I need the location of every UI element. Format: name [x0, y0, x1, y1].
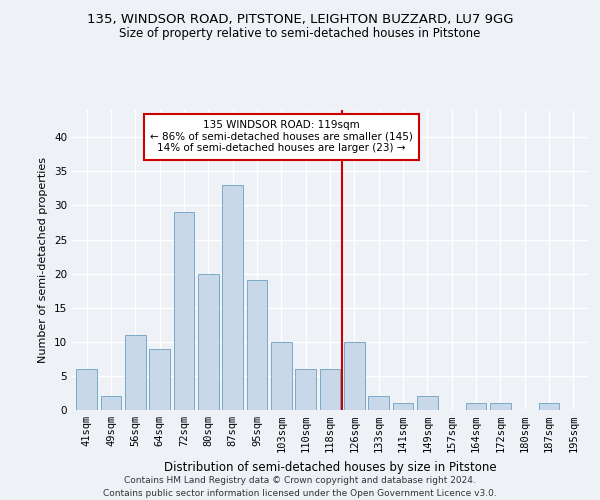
Bar	[344, 342, 365, 410]
Text: Contains HM Land Registry data © Crown copyright and database right 2024.
Contai: Contains HM Land Registry data © Crown c…	[103, 476, 497, 498]
Text: 135, WINDSOR ROAD, PITSTONE, LEIGHTON BUZZARD, LU7 9GG: 135, WINDSOR ROAD, PITSTONE, LEIGHTON BU…	[87, 12, 513, 26]
Bar	[295, 369, 316, 410]
Bar	[222, 185, 243, 410]
X-axis label: Distribution of semi-detached houses by size in Pitstone: Distribution of semi-detached houses by …	[164, 460, 496, 473]
Bar	[417, 396, 438, 410]
Text: Size of property relative to semi-detached houses in Pitstone: Size of property relative to semi-detach…	[119, 28, 481, 40]
Text: 135 WINDSOR ROAD: 119sqm
← 86% of semi-detached houses are smaller (145)
14% of : 135 WINDSOR ROAD: 119sqm ← 86% of semi-d…	[150, 120, 413, 154]
Bar	[76, 369, 97, 410]
Bar	[271, 342, 292, 410]
Bar	[173, 212, 194, 410]
Bar	[125, 335, 146, 410]
Bar	[320, 369, 340, 410]
Y-axis label: Number of semi-detached properties: Number of semi-detached properties	[38, 157, 49, 363]
Bar	[392, 403, 413, 410]
Bar	[149, 348, 170, 410]
Bar	[539, 403, 559, 410]
Bar	[247, 280, 268, 410]
Bar	[198, 274, 218, 410]
Bar	[490, 403, 511, 410]
Bar	[466, 403, 487, 410]
Bar	[101, 396, 121, 410]
Bar	[368, 396, 389, 410]
